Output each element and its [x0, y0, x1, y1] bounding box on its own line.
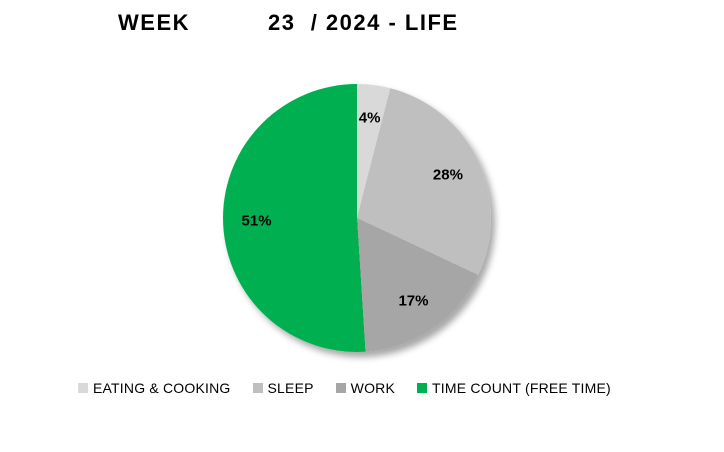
legend-label: EATING & COOKING: [93, 380, 231, 396]
legend-swatch-icon: [417, 383, 428, 393]
chart-title-week: WEEK: [118, 10, 190, 35]
legend-label: SLEEP: [267, 380, 314, 396]
legend-item: SLEEP: [252, 380, 314, 396]
slice-label: 28%: [432, 166, 463, 184]
chart-title-detail: 23 / 2024 - LIFE: [268, 10, 459, 35]
slice-label: 17%: [398, 292, 429, 310]
legend-item: TIME COUNT (FREE TIME): [417, 380, 611, 396]
legend-swatch-icon: [78, 383, 88, 393]
legend-swatch-icon: [335, 383, 346, 393]
pie: [223, 84, 491, 352]
legend: EATING & COOKING SLEEP WORK TIME COUNT (…: [78, 378, 611, 398]
legend-label: TIME COUNT (FREE TIME): [432, 380, 611, 396]
slice-label: 51%: [241, 212, 272, 230]
legend-swatch-icon: [252, 383, 263, 393]
pie-chart: 4% 28% 17% 51%: [223, 84, 491, 352]
legend-item: WORK: [335, 380, 396, 396]
legend-label: WORK: [350, 380, 396, 396]
chart-title: WEEK 23 / 2024 - LIFE: [118, 8, 459, 38]
slice-label: 4%: [358, 109, 381, 127]
legend-item: EATING & COOKING: [78, 380, 231, 396]
